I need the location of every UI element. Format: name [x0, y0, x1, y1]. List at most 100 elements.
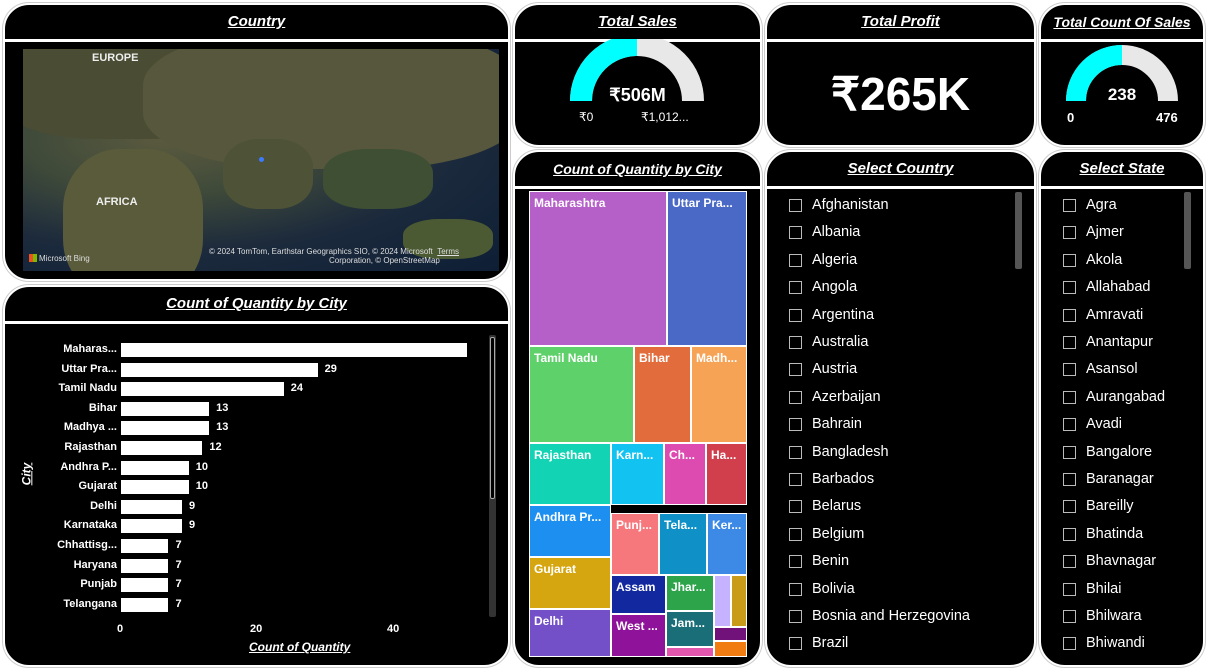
checkbox[interactable] — [1063, 527, 1076, 541]
bar[interactable] — [121, 480, 189, 495]
checkbox[interactable] — [1063, 610, 1076, 623]
bar-chart: Maharas... Uttar Pra... 29 Tamil Nadu 24 Biha… — [5, 287, 508, 665]
checkbox[interactable] — [1063, 308, 1076, 322]
checkbox[interactable] — [789, 253, 802, 267]
treemap-cell[interactable]: Gujarat — [529, 557, 611, 609]
treemap-cell[interactable]: Uttar Pra... — [667, 191, 747, 346]
bar-label: Punjab — [80, 578, 117, 591]
bar-label: Maharas... — [63, 343, 117, 355]
checkbox[interactable] — [789, 226, 802, 240]
treemap-cell[interactable]: Delhi — [529, 609, 611, 657]
checkbox[interactable] — [789, 363, 802, 377]
checkbox[interactable] — [789, 281, 802, 295]
checkbox[interactable] — [789, 473, 802, 486]
treemap-cell[interactable]: Tela... — [659, 513, 707, 575]
bar[interactable] — [121, 460, 189, 475]
bar[interactable] — [121, 519, 183, 534]
treemap-cell[interactable]: West ... — [611, 614, 666, 657]
checkbox[interactable] — [1063, 582, 1076, 596]
checkbox[interactable] — [789, 418, 802, 432]
map-location-dot[interactable] — [259, 157, 264, 162]
bar[interactable] — [121, 343, 467, 357]
treemap-cell[interactable] — [714, 641, 747, 657]
total-sales-gauge — [570, 39, 704, 102]
treemap-cell[interactable]: Jam... — [666, 611, 714, 647]
country-option-label: Brazil — [812, 635, 849, 652]
bar-chart-tick-0: 0 — [117, 623, 124, 635]
checkbox[interactable] — [789, 555, 802, 569]
checkbox[interactable] — [789, 445, 802, 459]
checkbox[interactable] — [1063, 336, 1076, 349]
bar-value-label: 13 — [216, 421, 229, 434]
total-profit-title: Total Profit — [767, 5, 1034, 42]
checkbox[interactable] — [1063, 500, 1076, 514]
country-option-label: Bolivia — [812, 580, 855, 597]
bar[interactable] — [121, 558, 169, 573]
checkbox[interactable] — [789, 390, 802, 404]
checkbox[interactable] — [789, 637, 802, 651]
treemap-cell[interactable]: Maharashtra — [529, 191, 667, 346]
treemap-cell[interactable] — [666, 647, 714, 657]
bar[interactable] — [121, 421, 210, 436]
country-option-label: Benin — [812, 553, 850, 570]
bar[interactable] — [121, 362, 318, 377]
country-map[interactable]: EUROPE AFRICA Microsoft Bing © 2024 TomT… — [23, 49, 499, 271]
state-list-scrollbar[interactable] — [1184, 192, 1191, 269]
bar[interactable] — [121, 578, 169, 593]
checkbox[interactable] — [1063, 637, 1076, 651]
checkbox[interactable] — [1063, 253, 1076, 267]
checkbox[interactable] — [1063, 199, 1076, 212]
checkbox[interactable] — [1063, 226, 1076, 240]
checkbox[interactable] — [789, 610, 802, 623]
treemap-cell[interactable]: Andhra Pr... — [529, 505, 611, 557]
treemap-cell[interactable]: Tamil Nadu — [529, 346, 634, 443]
checkbox[interactable] — [1063, 418, 1076, 432]
treemap-cell[interactable]: Punj... — [611, 513, 659, 575]
checkbox[interactable] — [1063, 390, 1076, 404]
bar[interactable] — [121, 401, 210, 416]
select-country-slicer: Select Country Afghanistan Albania Algeria… — [765, 150, 1036, 667]
country-list-scrollbar[interactable] — [1015, 192, 1022, 269]
total-sales-card: Total Sales ₹506M ₹0 ₹1,012... — [513, 3, 762, 147]
treemap-cell[interactable]: Rajasthan — [529, 443, 611, 505]
checkbox[interactable] — [789, 308, 802, 322]
checkbox[interactable] — [789, 582, 802, 596]
checkbox[interactable] — [789, 527, 802, 541]
checkbox[interactable] — [1063, 363, 1076, 377]
bing-logo — [29, 254, 37, 262]
country-option-label: Barbados — [812, 471, 875, 487]
bar-value-label: 7 — [175, 578, 182, 591]
bar[interactable] — [121, 597, 169, 612]
checkbox[interactable] — [1063, 445, 1076, 459]
bar-label: Delhi — [90, 499, 117, 512]
treemap-cell[interactable]: Bihar — [634, 346, 691, 443]
bar-chart-scroll-thumb[interactable] — [490, 337, 495, 499]
treemap-cell[interactable]: Madh... — [691, 346, 747, 443]
treemap-cell[interactable]: Ch... — [664, 443, 706, 505]
bar-chart-panel: Count of Quantity by City Maharas... Utta… — [3, 285, 510, 667]
treemap-cell[interactable] — [714, 627, 747, 641]
bar[interactable] — [121, 382, 284, 397]
checkbox[interactable] — [1063, 473, 1076, 486]
bar[interactable] — [121, 441, 203, 455]
treemap-cell[interactable]: Karn... — [611, 443, 664, 505]
state-option-label: Allahabad — [1086, 279, 1151, 296]
bar-value-label: 7 — [175, 558, 182, 571]
treemap-cell[interactable]: Jhar... — [666, 575, 714, 611]
bar-chart-xlabel: Count of Quantity — [249, 640, 351, 654]
checkbox[interactable] — [789, 336, 802, 349]
treemap-cell[interactable]: Ker... — [707, 513, 747, 575]
bar[interactable] — [121, 499, 183, 514]
treemap-cell[interactable] — [714, 575, 731, 627]
bar[interactable] — [121, 539, 169, 553]
treemap-cell[interactable] — [731, 575, 747, 627]
checkbox[interactable] — [789, 500, 802, 514]
treemap-cell[interactable]: Assam — [611, 575, 666, 614]
terms-link[interactable]: Terms — [437, 247, 459, 256]
treemap-cell[interactable]: Ha... — [706, 443, 747, 505]
map-attribution-line2: Corporation, © OpenStreetMap — [329, 256, 440, 265]
checkbox[interactable] — [1063, 555, 1076, 569]
checkbox[interactable] — [1063, 281, 1076, 295]
total-count-max: 476 — [1156, 110, 1178, 125]
checkbox[interactable] — [789, 199, 802, 212]
